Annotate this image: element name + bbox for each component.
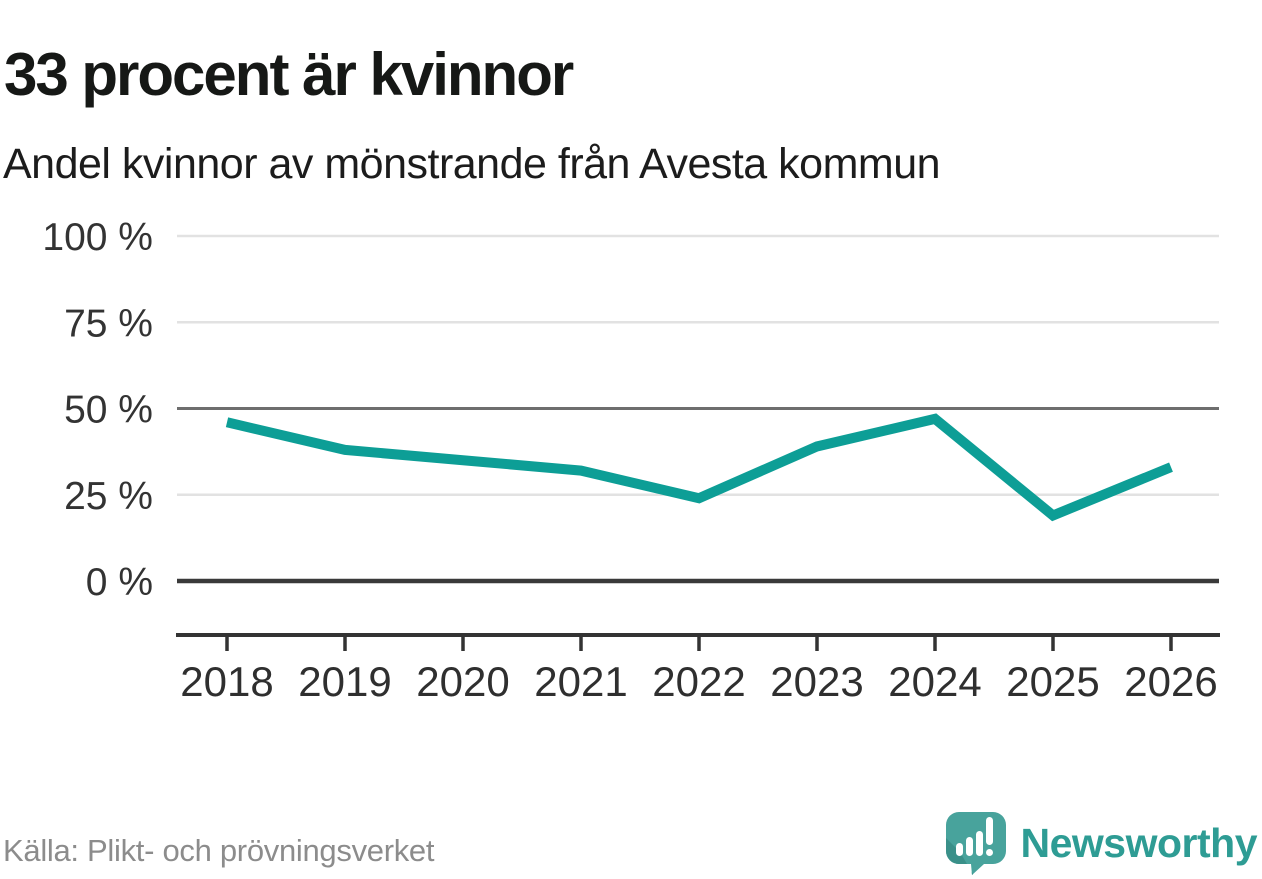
chart-subtitle: Andel kvinnor av mönstrande från Avesta … [3, 140, 941, 188]
x-tick-label: 2019 [298, 658, 391, 705]
x-tick-label: 2025 [1006, 658, 1099, 705]
brand-name: Newsworthy [1020, 819, 1258, 866]
x-tick-label: 2023 [770, 658, 863, 705]
y-tick-label: 25 % [64, 475, 153, 518]
x-tick-label: 2024 [888, 658, 981, 705]
y-tick-label: 50 % [64, 389, 153, 432]
x-tick-label: 2020 [416, 658, 509, 705]
y-tick-label: 75 % [64, 302, 153, 345]
y-tick-label: 0 % [86, 561, 153, 604]
logo-bars-icon [955, 817, 993, 856]
x-tick-label: 2018 [180, 658, 273, 705]
brand-logo: Newsworthy [944, 810, 1258, 876]
chart-title: 33 procent är kvinnor [4, 41, 574, 109]
source-note: Källa: Plikt- och prövningsverket [3, 833, 435, 868]
x-tick-label: 2022 [652, 658, 745, 705]
x-tick-label: 2021 [534, 658, 627, 705]
data-line-Andel kvinnor av mönstrande (%) [225, 413, 1173, 522]
y-tick-label: 100 % [42, 216, 153, 259]
x-tick-label: 2026 [1124, 658, 1217, 705]
newsworthy-logo-icon [945, 812, 1006, 875]
